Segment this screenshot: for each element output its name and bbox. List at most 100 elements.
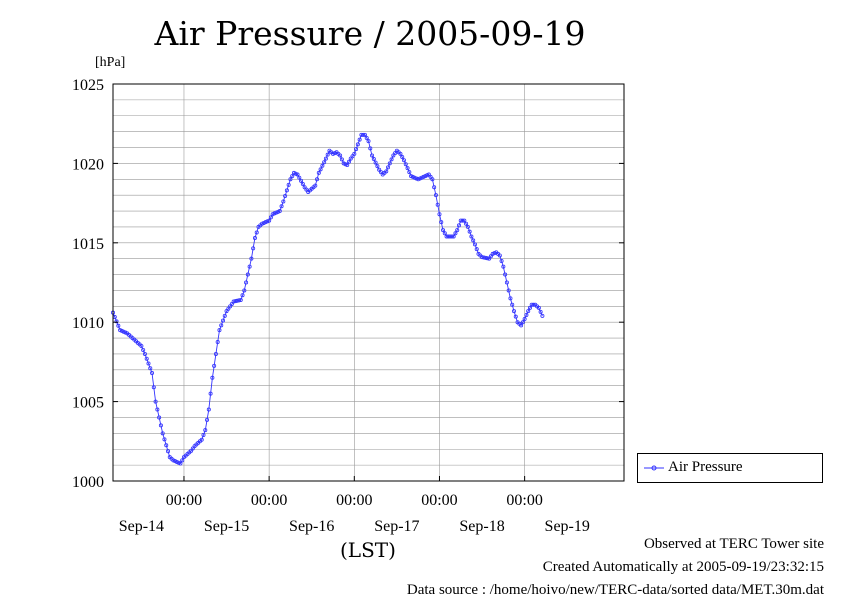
data-point bbox=[371, 157, 376, 162]
data-point bbox=[407, 170, 412, 175]
data-point bbox=[510, 302, 515, 307]
footer-observed: Observed at TERC Tower site bbox=[643, 536, 824, 552]
data-point bbox=[520, 320, 525, 325]
x-tick-time-label: 00:00 bbox=[251, 492, 287, 509]
data-point bbox=[286, 182, 291, 187]
data-point bbox=[524, 313, 529, 318]
data-point bbox=[318, 167, 323, 172]
data-point bbox=[236, 298, 241, 303]
x-date-label: Sep-17 bbox=[374, 518, 419, 535]
data-point bbox=[538, 309, 543, 314]
data-point bbox=[201, 432, 206, 437]
data-point bbox=[511, 309, 516, 314]
plot-frame bbox=[112, 83, 625, 482]
data-point bbox=[242, 288, 247, 293]
data-point bbox=[499, 259, 504, 264]
data-point bbox=[299, 178, 304, 183]
data-point bbox=[166, 449, 171, 454]
data-point bbox=[405, 166, 410, 171]
data-point bbox=[460, 218, 465, 223]
data-point bbox=[212, 363, 217, 368]
data-point bbox=[455, 228, 460, 233]
data-point bbox=[284, 188, 289, 193]
legend-marker-icon bbox=[644, 465, 664, 471]
data-point bbox=[373, 160, 378, 165]
x-date-label: Sep-15 bbox=[204, 518, 249, 535]
data-point bbox=[485, 256, 490, 261]
data-point bbox=[180, 458, 185, 463]
data-point bbox=[339, 157, 344, 162]
data-point bbox=[249, 256, 254, 261]
data-point bbox=[474, 247, 479, 252]
data-point bbox=[231, 299, 236, 304]
data-point bbox=[540, 313, 545, 318]
data-point bbox=[116, 323, 121, 328]
data-point bbox=[323, 156, 328, 161]
data-point bbox=[453, 231, 458, 236]
data-point bbox=[338, 153, 343, 158]
data-point bbox=[467, 229, 472, 234]
data-point bbox=[251, 246, 256, 251]
data-point bbox=[536, 305, 541, 310]
data-point bbox=[158, 423, 163, 428]
data-point bbox=[366, 139, 371, 144]
data-point bbox=[462, 218, 467, 223]
data-point bbox=[178, 461, 183, 466]
data-point bbox=[456, 223, 461, 228]
data-point bbox=[213, 351, 218, 356]
data-point bbox=[155, 407, 160, 412]
data-point bbox=[313, 183, 318, 188]
data-point bbox=[357, 137, 362, 142]
data-point bbox=[362, 132, 367, 137]
data-point bbox=[162, 437, 167, 442]
data-point bbox=[531, 302, 536, 307]
data-point bbox=[283, 193, 288, 198]
data-point bbox=[235, 298, 240, 303]
data-point bbox=[389, 157, 394, 162]
data-point bbox=[435, 202, 440, 207]
data-point bbox=[316, 170, 321, 175]
y-tick-label: 1025 bbox=[72, 77, 104, 94]
y-tick-label: 1020 bbox=[72, 156, 104, 173]
data-point bbox=[352, 151, 357, 156]
data-point bbox=[247, 264, 252, 269]
footer-source: Data source : /home/hoivo/new/TERC-data/… bbox=[406, 582, 824, 598]
y-axis: 1000 1005 1010 1015 1020 1025 bbox=[72, 77, 624, 491]
data-point bbox=[503, 272, 508, 277]
series-line bbox=[112, 134, 543, 465]
data-point bbox=[527, 305, 532, 310]
data-point bbox=[506, 288, 511, 293]
x-tick-time-label: 00:00 bbox=[506, 492, 542, 509]
data-point bbox=[451, 234, 456, 239]
data-point bbox=[437, 212, 442, 217]
data-point bbox=[205, 417, 210, 422]
data-point bbox=[387, 161, 392, 166]
data-point bbox=[215, 340, 220, 345]
data-point bbox=[281, 199, 286, 204]
data-point bbox=[480, 255, 485, 260]
data-point bbox=[483, 255, 488, 260]
x-date-label: Sep-14 bbox=[119, 518, 164, 535]
data-point bbox=[142, 351, 147, 356]
x-tick-time-label: 00:00 bbox=[421, 492, 457, 509]
data-point bbox=[361, 132, 366, 137]
data-point bbox=[472, 242, 477, 247]
data-point bbox=[433, 193, 438, 198]
data-point bbox=[222, 313, 227, 318]
data-point bbox=[400, 155, 405, 160]
data-point bbox=[522, 317, 527, 322]
data-point bbox=[354, 147, 359, 152]
data-point bbox=[160, 431, 165, 436]
series-air-pressure bbox=[111, 132, 545, 466]
data-point bbox=[244, 280, 249, 285]
data-point bbox=[322, 160, 327, 165]
data-point bbox=[114, 319, 119, 324]
data-point bbox=[471, 238, 476, 243]
grid-lines bbox=[113, 83, 624, 482]
data-point bbox=[526, 309, 531, 314]
x-date-label: Sep-18 bbox=[459, 518, 504, 535]
y-tick-label: 1000 bbox=[72, 474, 104, 491]
data-point bbox=[465, 224, 470, 229]
